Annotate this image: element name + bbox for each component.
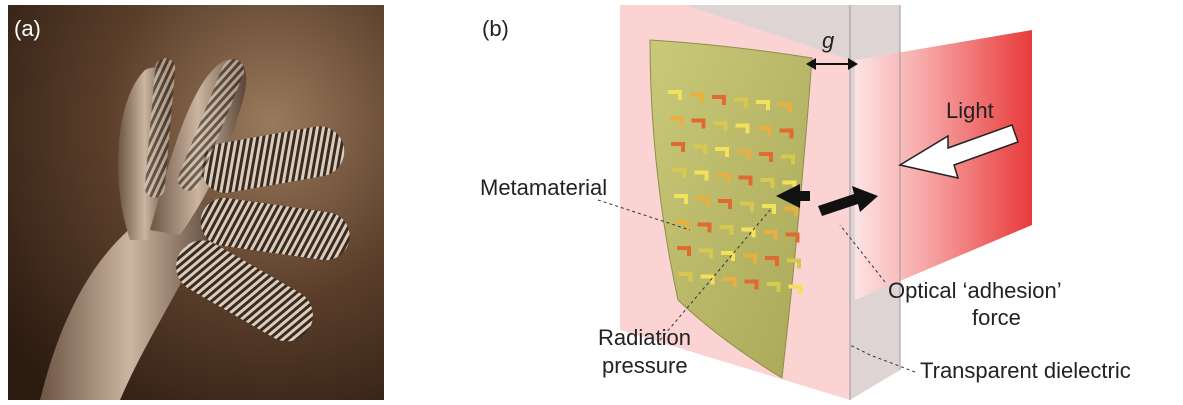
dielectric-label: Transparent dielectric [920,358,1131,383]
diagram-panel: (b) g Light Metamaterial Radiation press… [480,5,1131,400]
adhesion-label: force [972,305,1021,330]
radiation-label: Radiation [598,325,691,350]
photo-panel: (a) [8,5,384,400]
gap-label: g [822,28,835,53]
panel-label: (b) [482,16,509,41]
radiation-label: pressure [602,353,688,378]
metamaterial-label: Metamaterial [480,175,607,200]
panel-label: (a) [14,16,41,41]
adhesion-label: Optical ‘adhesion’ [888,278,1062,303]
figure: (a) (b) g Light Metamaterial Radiation p… [0,0,1183,400]
light-label: Light [946,98,994,123]
